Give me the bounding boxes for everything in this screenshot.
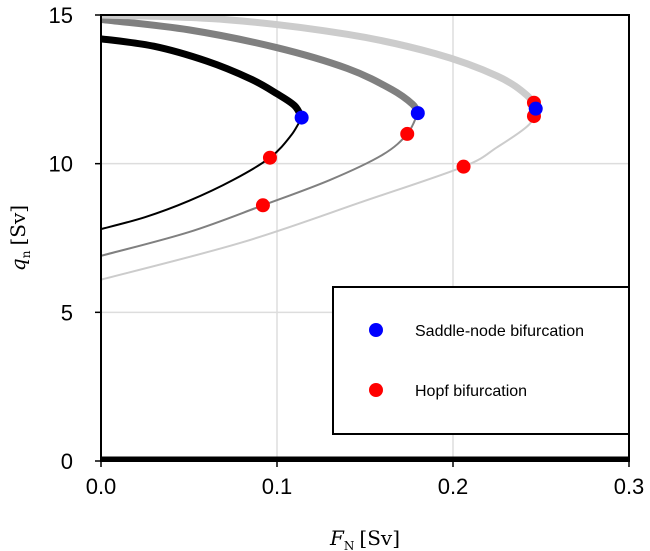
curve-1-unstable-branch: [101, 112, 419, 257]
bifurcation-markers: [255, 95, 543, 213]
legend-box: [332, 286, 630, 435]
hopf-point-1: [255, 198, 270, 213]
saddle-node-point-0: [294, 110, 309, 125]
hopf-point-0: [262, 150, 277, 165]
legend: Saddle-node bifurcation Hopf bifurcation: [332, 286, 630, 435]
saddle-node-point-1: [410, 106, 425, 121]
x-tick-label-0: 0.0: [86, 474, 117, 499]
y-tick-label-1: 5: [61, 300, 73, 325]
curves: [101, 15, 629, 461]
plot-frame: [100, 14, 630, 462]
curve-2-stable-branch: [101, 15, 540, 113]
saddle-node-point-2: [528, 101, 543, 116]
legend-marker-hopf: [369, 383, 383, 397]
curve-0-unstable-branch: [101, 117, 303, 231]
curve-2-unstable-branch: [101, 108, 537, 281]
y-tick-label-3: 15: [49, 3, 73, 28]
x-tick-label-3: 0.3: [614, 474, 645, 499]
axis-ticks: 0.0 0.1 0.2 0.3 0 5 10 15: [49, 3, 645, 499]
legend-label-hopf: Hopf bifurcation: [415, 383, 527, 400]
curve-0-stable-branch: [101, 35, 306, 122]
x-tick-label-1: 0.1: [262, 474, 293, 499]
y-axis-label: qn[Sv]: [6, 205, 33, 271]
hopf-point-3: [456, 159, 471, 174]
y-tick-label-0: 0: [61, 449, 73, 474]
y-tick-label-2: 10: [49, 152, 73, 177]
x-axis-label: FN [Sv]: [329, 526, 400, 551]
x-tick-label-2: 0.2: [438, 474, 469, 499]
hopf-point-2: [400, 126, 415, 141]
legend-label-saddle-node: Saddle-node bifurcation: [415, 323, 584, 340]
legend-marker-saddle-node: [369, 323, 383, 337]
curve-1-stable-branch: [101, 15, 422, 117]
